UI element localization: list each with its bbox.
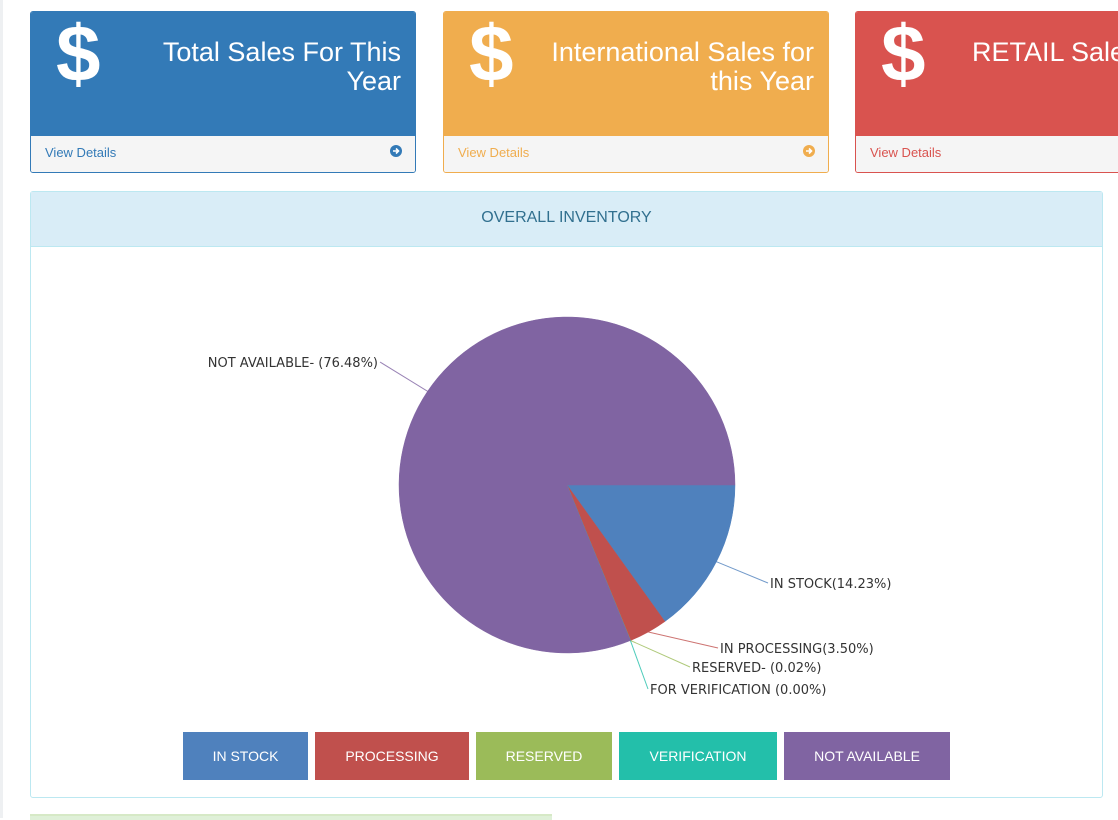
legend-verification[interactable]: VERIFICATION (619, 732, 777, 780)
dollar-icon: $ (881, 11, 926, 98)
pie-leader-line (379, 361, 428, 392)
view-details-link[interactable]: View Details (458, 145, 530, 160)
view-details-link[interactable]: View Details (45, 145, 117, 160)
international-sales-view-details[interactable]: View Details (444, 136, 828, 172)
retail-sales-card-header: $ RETAIL Sale (856, 12, 1118, 136)
overall-inventory-title: OVERALL INVENTORY (481, 209, 652, 226)
legend-in-stock[interactable]: IN STOCK (183, 732, 308, 780)
pie-label-not-available: NOT AVAILABLE- (76.48%) (208, 356, 378, 371)
pie-label-in-processing: IN PROCESSING(3.50%) (720, 642, 874, 657)
legend-not-available[interactable]: NOT AVAILABLE (784, 732, 950, 780)
page-left-edge (0, 0, 3, 818)
international-sales-title: International Sales for this Year (551, 37, 814, 96)
arrow-circle-right-icon[interactable] (803, 145, 815, 157)
overall-inventory-panel-header: OVERALL INVENTORY (31, 192, 1102, 247)
retail-sales-card: $ RETAIL Sale View Details (855, 11, 1118, 173)
international-sales-card: $ International Sales for this Year View… (443, 11, 829, 173)
legend-in-stock-label: IN STOCK (212, 748, 279, 764)
legend-processing[interactable]: PROCESSING (315, 732, 469, 780)
pie-label-in-stock: IN STOCK(14.23%) (770, 577, 891, 592)
arrow-circle-right-icon[interactable] (390, 145, 402, 157)
pie-label-for-verification: FOR VERIFICATION (0.00%) (650, 683, 826, 698)
next-panel-edge (30, 814, 552, 820)
retail-sales-title: RETAIL Sale (972, 37, 1118, 67)
total-sales-card: $ Total Sales For This Year View Details (30, 11, 416, 173)
total-sales-title: Total Sales For This Year (162, 37, 401, 96)
legend-reserved-label: RESERVED (505, 748, 583, 764)
legend-not-available-label: NOT AVAILABLE (814, 748, 920, 764)
pie-leader-line (630, 640, 691, 668)
retail-sales-view-details[interactable]: View Details (856, 136, 1118, 172)
total-sales-view-details[interactable]: View Details (31, 136, 415, 172)
pie-leader-line (648, 631, 719, 649)
view-details-link[interactable]: View Details (870, 145, 942, 160)
legend-processing-label: PROCESSING (345, 748, 439, 764)
pie-leader-line (629, 640, 649, 690)
dollar-icon: $ (469, 11, 514, 98)
legend-verification-label: VERIFICATION (649, 748, 747, 764)
international-sales-card-header: $ International Sales for this Year (444, 12, 828, 136)
total-sales-card-header: $ Total Sales For This Year (31, 12, 415, 136)
dollar-icon: $ (56, 11, 101, 98)
pie-leader-line (716, 561, 769, 584)
pie-label-reserved: RESERVED- (0.02%) (692, 661, 821, 676)
pie-slice-in-stock[interactable] (566, 484, 736, 622)
legend-reserved[interactable]: RESERVED (476, 732, 612, 780)
